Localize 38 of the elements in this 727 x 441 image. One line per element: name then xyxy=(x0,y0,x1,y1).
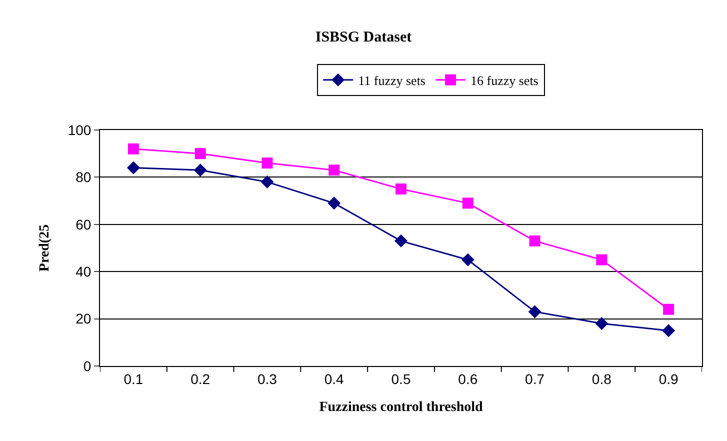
x-axis-title: Fuzziness control threshold xyxy=(319,400,484,416)
point xyxy=(328,164,340,176)
x-tick-label: 0.8 xyxy=(592,370,612,387)
x-tick-label: 0.3 xyxy=(257,370,278,387)
x-tick-label: 0.1 xyxy=(124,370,144,387)
y-tick-label: 60 xyxy=(76,216,92,232)
point xyxy=(328,196,341,210)
point xyxy=(194,164,207,177)
point xyxy=(595,317,608,330)
x-tick-label: 0.5 xyxy=(391,370,411,387)
point xyxy=(596,254,608,266)
point xyxy=(662,324,676,338)
y-tick-label: 80 xyxy=(76,169,92,186)
point xyxy=(461,253,474,266)
point xyxy=(262,158,273,169)
chart-title: ISBSG Dataset xyxy=(315,29,412,46)
point xyxy=(529,235,540,246)
y-tick-label: 40 xyxy=(76,264,92,280)
x-tick-label: 0.6 xyxy=(458,370,478,387)
y-tick-label: 0 xyxy=(83,358,92,374)
point xyxy=(528,305,542,318)
x-tick-label: 0.4 xyxy=(324,370,344,387)
point xyxy=(128,143,139,154)
y-tick-label: 20 xyxy=(76,310,92,327)
point xyxy=(394,234,408,248)
y-axis-title: Pred(25 xyxy=(37,224,52,272)
x-tick-label: 0.9 xyxy=(658,370,678,387)
legend-label: 16 fuzzy sets xyxy=(470,72,538,88)
y-tick-label: 100 xyxy=(68,122,92,138)
point xyxy=(194,148,206,160)
x-tick-label: 0.7 xyxy=(525,370,545,387)
point xyxy=(126,161,140,174)
legend-label: 11 fuzzy sets xyxy=(358,72,426,88)
point xyxy=(396,184,406,194)
point xyxy=(260,175,274,188)
point xyxy=(462,198,474,209)
point xyxy=(663,304,674,315)
x-tick-label: 0.2 xyxy=(190,370,210,387)
